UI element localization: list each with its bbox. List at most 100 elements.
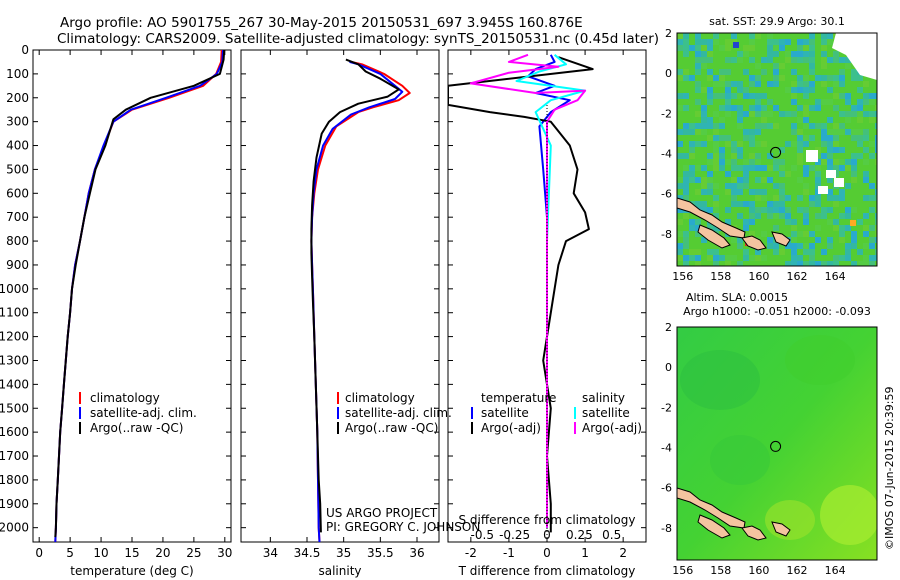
sst-cell — [743, 225, 749, 231]
sst-cell — [821, 141, 827, 147]
sst-cell — [869, 183, 875, 189]
sst-cell — [773, 45, 779, 51]
sst-cell — [695, 33, 701, 39]
sst-cell — [863, 99, 869, 105]
sst-cell — [743, 177, 749, 183]
sst-cell — [701, 111, 707, 117]
sst-cell — [719, 153, 725, 159]
sst-cell — [755, 249, 761, 255]
sst-cell — [815, 237, 821, 243]
sst-cell — [875, 195, 877, 201]
sst-cell — [743, 165, 749, 171]
depth-tick-label: 700 — [6, 210, 29, 224]
sst-cell — [677, 231, 683, 237]
sst-cell — [815, 195, 821, 201]
sst-cell — [869, 153, 875, 159]
sst-cell — [731, 189, 737, 195]
sst-cell — [797, 75, 803, 81]
sst-cell — [689, 153, 695, 159]
sst-cell — [791, 231, 797, 237]
sla-map-title: Altim. SLA: 0.0015 — [686, 291, 788, 304]
sst-cell — [845, 249, 851, 255]
sst-cell — [677, 153, 683, 159]
sst-cell — [875, 225, 877, 231]
sst-cell — [791, 69, 797, 75]
sst-cell — [821, 153, 827, 159]
sst-cell — [767, 177, 773, 183]
sst-cell — [755, 105, 761, 111]
sst-map-y-tick-label: -4 — [661, 148, 672, 161]
sst-cell — [803, 207, 809, 213]
sst-cell — [719, 69, 725, 75]
sst-cell — [863, 243, 869, 249]
sst-cell — [677, 177, 683, 183]
sst-cell — [767, 201, 773, 207]
sst-cell — [809, 201, 815, 207]
salinity-series-group — [310, 58, 411, 542]
s-difference-tick-label: -0.5 — [471, 528, 494, 542]
sst-cell — [839, 111, 845, 117]
sst-cell — [755, 213, 761, 219]
sst-cell — [737, 189, 743, 195]
depth-tick-label: 1400 — [0, 377, 29, 391]
temperature-x-tick-label: 20 — [155, 546, 170, 560]
sst-cell — [791, 99, 797, 105]
island — [771, 521, 791, 537]
sst-cell — [839, 165, 845, 171]
sst-cell — [809, 39, 815, 45]
sst-cell — [857, 135, 863, 141]
sst-cell — [803, 261, 809, 266]
sst-cell — [695, 57, 701, 63]
sst-cell — [803, 105, 809, 111]
sst-cell — [833, 165, 839, 171]
sst-cell — [839, 231, 845, 237]
sst-cell — [683, 45, 689, 51]
depth-tick-label: 800 — [6, 234, 29, 248]
sst-cell — [725, 159, 731, 165]
sst-cell — [785, 87, 791, 93]
sst-cell — [809, 69, 815, 75]
sst-cell — [821, 81, 827, 87]
sst-cell — [797, 39, 803, 45]
temperature-legend: climatology satellite-adj. clim. Argo(..… — [79, 391, 197, 435]
salinity-line-satellite-adj-clim — [310, 60, 404, 542]
sst-cell — [743, 219, 749, 225]
sst-cell — [731, 105, 737, 111]
sst-cell — [851, 243, 857, 249]
legend-argo: Argo(..raw -QC) — [345, 421, 438, 435]
sst-cell — [761, 231, 767, 237]
sst-cell — [791, 255, 797, 261]
sst-cell — [731, 159, 737, 165]
sst-cell — [695, 225, 701, 231]
sst-cell — [839, 189, 845, 195]
sst-cell — [731, 81, 737, 87]
sst-cell — [767, 99, 773, 105]
sst-cell — [749, 39, 755, 45]
sst-map-frame — [676, 32, 878, 267]
temperature-x-tick-label: 5 — [66, 546, 74, 560]
sst-cell — [761, 165, 767, 171]
sst-cell — [755, 99, 761, 105]
sst-cell — [725, 93, 731, 99]
sst-cell — [725, 261, 731, 266]
sst-cell — [737, 201, 743, 207]
sst-cell — [749, 129, 755, 135]
sst-cell — [737, 237, 743, 243]
sst-cell — [677, 183, 683, 189]
sst-cell — [713, 147, 719, 153]
sst-cell — [737, 243, 743, 249]
sst-cell — [755, 195, 761, 201]
sla-map-y-tick-label: 2 — [665, 321, 672, 334]
sst-cell — [713, 201, 719, 207]
sst-cell — [779, 189, 785, 195]
sst-cell — [809, 81, 815, 87]
sst-cell — [689, 177, 695, 183]
sst-cell — [809, 255, 815, 261]
sla-anomaly — [785, 335, 855, 385]
s-difference-tick-label: 0.25 — [566, 528, 593, 542]
sst-cell — [749, 45, 755, 51]
sst-cell — [791, 87, 797, 93]
sst-cell — [755, 123, 761, 129]
sst-cell — [755, 81, 761, 87]
sst-map-y-tick-label: -6 — [661, 188, 672, 201]
